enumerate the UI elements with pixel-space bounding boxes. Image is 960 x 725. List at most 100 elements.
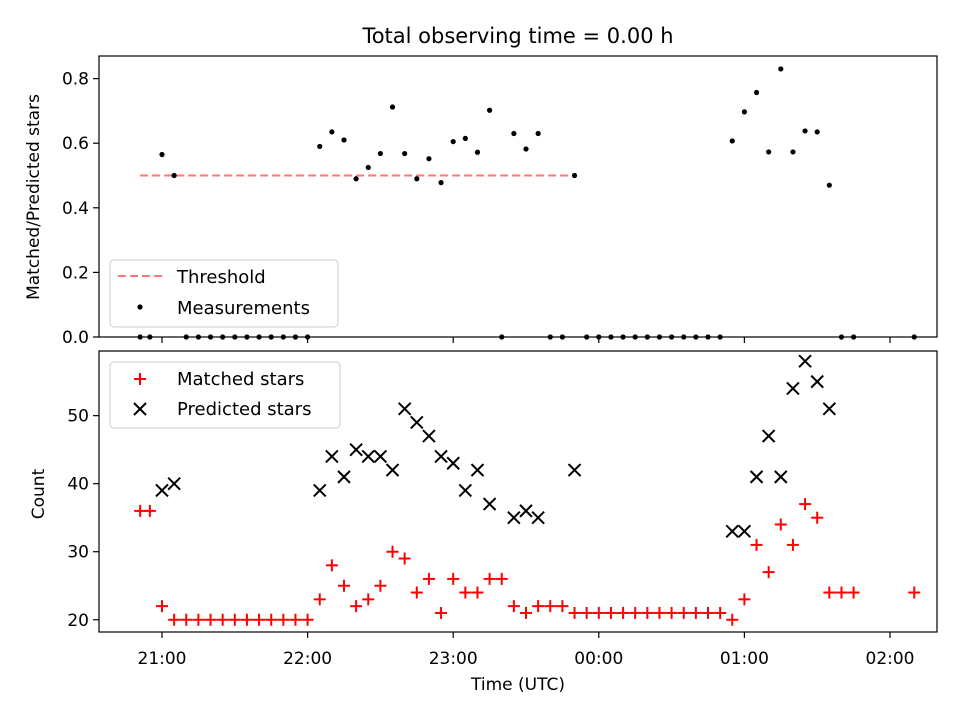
count-x-tick-label: 21:00 xyxy=(138,649,187,669)
count-x-tick-label: 23:00 xyxy=(429,649,478,669)
ratio-y-tick-label: 0.8 xyxy=(62,70,89,90)
count-plot-frame xyxy=(98,350,938,633)
matched-star-point xyxy=(289,613,302,626)
ratio-y-tick-label: 0.0 xyxy=(62,328,89,348)
ratio-y-axis: 0.0 0.2 0.4 0.6 0.8 xyxy=(62,70,99,348)
predicted-legend-label: Predicted stars xyxy=(177,399,311,420)
ratio-panel: Total observing time = 0.00 h 0.00.20.40… xyxy=(24,24,938,348)
predicted-star-point xyxy=(167,476,181,491)
predicted-star-point xyxy=(337,470,351,484)
matched-star-point xyxy=(265,613,278,626)
measurement-point xyxy=(487,107,493,113)
matched-star-point xyxy=(641,606,654,619)
predicted-legend-swatch xyxy=(133,402,147,416)
predicted-star-stroke-b xyxy=(798,354,812,368)
matched-star-point xyxy=(143,504,156,517)
predicted-star-stroke-b xyxy=(155,483,169,498)
measurement-point xyxy=(353,176,359,182)
matched-star-point xyxy=(714,606,727,619)
predicted-star-stroke-b xyxy=(507,510,521,525)
matched-star-point xyxy=(168,613,181,626)
count-y-tick-label: 50 xyxy=(67,407,89,427)
predicted-star-point xyxy=(810,374,824,389)
predicted-star-stroke-b xyxy=(167,476,181,491)
measurement-point xyxy=(474,149,481,155)
matched-star-point xyxy=(253,613,266,626)
ratio-y-axis-label: Matched/Predicted stars xyxy=(24,94,44,300)
measurement-point xyxy=(753,89,760,96)
predicted-star-point xyxy=(761,429,776,443)
predicted-star-stroke-b xyxy=(774,470,788,484)
measurement-point xyxy=(365,164,371,171)
count-y-axis-label: Count xyxy=(29,468,49,519)
count-x-axis: 21:00 22:00 23:00 00:00 01:00 02:00 xyxy=(138,632,915,669)
predicted-star-stroke-b xyxy=(397,402,412,416)
predicted-star-point xyxy=(422,429,436,443)
matched-star-point xyxy=(762,566,775,579)
measurement-point xyxy=(159,151,165,158)
matched-star-point xyxy=(338,579,350,592)
predicted-star-point xyxy=(774,470,788,484)
matched-star-point xyxy=(398,552,411,565)
matched-star-point xyxy=(738,593,751,606)
threshold-legend-label: Threshold xyxy=(176,267,266,288)
predicted-star-stroke-b xyxy=(446,456,460,470)
matched-star-point xyxy=(847,586,860,599)
ratio-y-tick-label: 0.6 xyxy=(62,134,89,154)
matched-legend-swatch xyxy=(134,373,146,385)
measurement-point xyxy=(523,146,529,152)
count-x-tick-label: 22:00 xyxy=(283,649,332,669)
matched-star-point xyxy=(835,586,848,599)
predicted-star-stroke-b xyxy=(822,402,837,416)
ratio-legend-box xyxy=(109,259,339,328)
measurement-point xyxy=(317,143,323,150)
predicted-star-stroke-b xyxy=(761,429,776,443)
matched-star-point xyxy=(228,613,241,626)
predicted-star-stroke-b xyxy=(434,449,448,464)
ratio-y-tick-label: 0.2 xyxy=(62,263,89,283)
matched-star-point xyxy=(386,545,399,558)
predicted-star-point xyxy=(470,463,485,477)
measurement-point xyxy=(438,180,444,186)
measurement-point xyxy=(778,66,784,72)
predicted-star-stroke-b xyxy=(337,470,351,484)
measurement-point xyxy=(535,130,541,137)
predicted-star-point xyxy=(410,415,424,430)
measurement-point xyxy=(414,176,420,182)
measurements-legend-swatch xyxy=(137,304,143,310)
predicted-star-stroke-b xyxy=(810,374,824,389)
predicted-star-stroke-b xyxy=(325,449,339,464)
matched-star-point xyxy=(447,572,460,585)
ratio-plot-frame xyxy=(98,55,938,338)
ratio-x-axis xyxy=(161,337,891,343)
count-plot-area xyxy=(134,354,921,626)
measurements-legend-label: Measurements xyxy=(177,298,310,319)
measurement-point xyxy=(426,156,432,162)
predicted-star-point xyxy=(349,442,363,457)
predicted-star-point xyxy=(373,449,388,464)
measurement-point xyxy=(814,129,820,135)
predicted-star-stroke-b xyxy=(531,510,545,525)
predicted-star-point xyxy=(361,449,375,464)
measurement-point xyxy=(329,129,335,135)
predicted-star-point xyxy=(749,470,764,484)
measurement-point xyxy=(729,138,735,144)
matched-star-point xyxy=(495,572,508,585)
matched-star-point xyxy=(604,606,617,619)
matched-star-point xyxy=(277,613,290,626)
measurement-point xyxy=(790,149,796,155)
matched-star-point xyxy=(301,613,314,626)
matched-star-point xyxy=(532,600,545,613)
matched-star-point xyxy=(459,586,472,599)
matched-star-point xyxy=(689,606,702,619)
matched-star-point xyxy=(410,586,423,599)
predicted-star-stroke-b xyxy=(349,442,363,457)
predicted-star-point xyxy=(725,524,739,539)
count-x-axis-label: Time (UTC) xyxy=(470,675,565,695)
measurement-point xyxy=(571,172,578,179)
matched-star-point xyxy=(786,538,799,551)
matched-star-point xyxy=(520,606,532,619)
predicted-star-point xyxy=(737,524,752,539)
